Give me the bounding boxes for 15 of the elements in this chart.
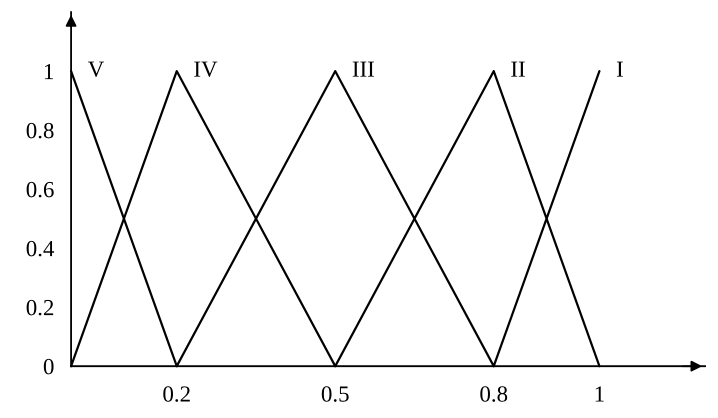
x-tick-label: 0.2: [163, 386, 190, 402]
y-tick-label: 0.4: [26, 240, 54, 256]
series-label: IV: [194, 62, 218, 77]
series-label: II: [511, 62, 525, 77]
y-tick-label: 1: [44, 64, 54, 80]
series-label: III: [352, 62, 374, 77]
y-tick-label: 0: [44, 358, 54, 374]
x-tick-label: 1: [596, 386, 604, 402]
y-tick-label: 0.2: [26, 300, 54, 316]
x-tick-label: 0.5: [322, 386, 349, 402]
y-tick-label: 0.8: [26, 122, 54, 138]
x-tick-label: 0.8: [480, 386, 508, 402]
y-tick-label: 0.6: [26, 182, 54, 198]
series-label: V: [88, 62, 104, 77]
series-label: I: [616, 62, 623, 77]
